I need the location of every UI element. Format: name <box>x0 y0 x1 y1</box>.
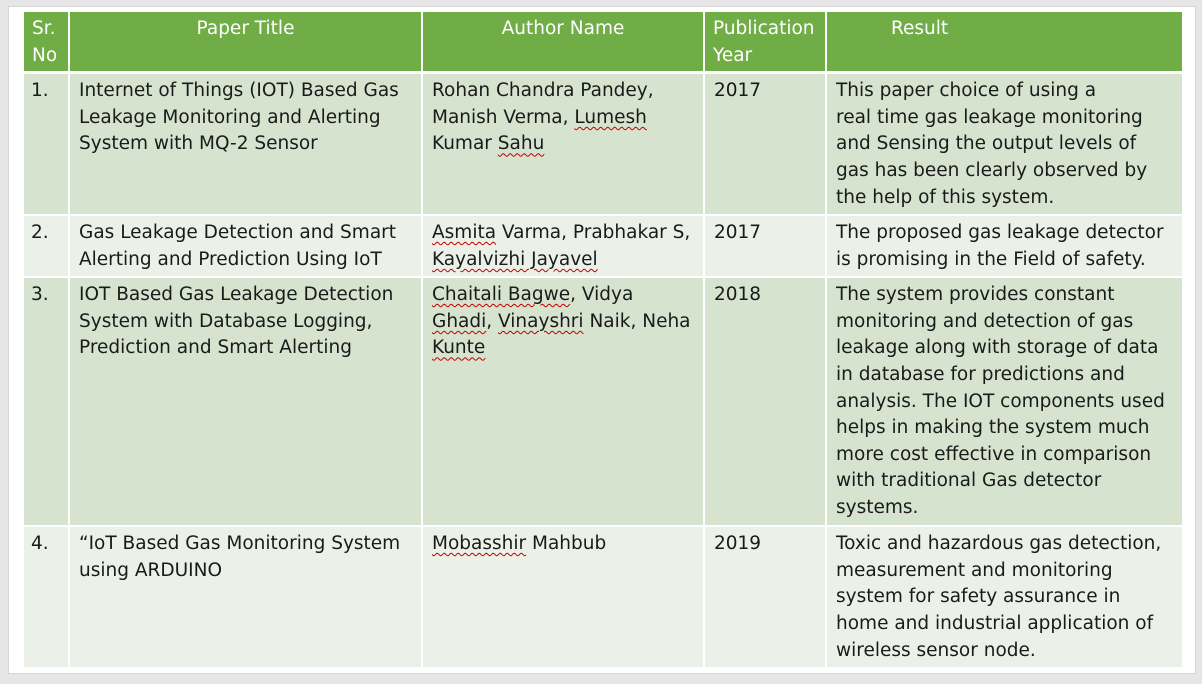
row-paper-title: Internet of Things (IOT) Based Gas Leaka… <box>70 74 423 217</box>
spellcheck-word: Kunte <box>432 337 486 359</box>
row-publication-year: 2017 <box>705 216 827 279</box>
result-line: This paper choice of using a <box>836 80 1097 102</box>
row-result: The system provides constant monitoring … <box>827 278 1182 528</box>
slide: Sr. No Paper Title Author Name Publicati… <box>8 6 1196 674</box>
row-paper-title: IOT Based Gas Leakage Detection System w… <box>70 278 423 528</box>
row-result: The proposed gas leakage detector is pro… <box>827 216 1182 279</box>
header-publication-year: Publication Year <box>705 12 827 75</box>
spellcheck-word: Vinayshri <box>498 310 584 332</box>
header-author-name: Author Name <box>423 12 705 75</box>
row-publication-year: 2019 <box>705 527 827 670</box>
author-text: Varma, Prabhakar S, <box>496 222 691 244</box>
row-srno: 4. <box>24 527 70 670</box>
row-author-name: Chaitali Bagwe, Vidya Ghadi, Vinayshri N… <box>423 278 705 528</box>
row-srno: 1. <box>24 74 70 217</box>
spellcheck-word: Sahu <box>497 133 545 155</box>
table-row: 2. Gas Leakage Detection and Smart Alert… <box>24 216 1182 279</box>
author-text: , <box>486 310 499 332</box>
spellcheck-word: Chaitali Bagwe <box>432 284 571 306</box>
author-text: Rohan Chandra Pandey, Manish Verma, <box>432 80 654 128</box>
author-text: Kumar <box>432 133 498 155</box>
row-paper-title: “IoT Based Gas Monitoring System using A… <box>70 527 423 670</box>
row-result: This paper choice of using a real time ga… <box>827 74 1182 217</box>
spellcheck-word: Asmita <box>432 222 497 244</box>
row-srno: 3. <box>24 278 70 528</box>
result-line: the help of this system. <box>836 186 1055 208</box>
row-srno: 2. <box>24 216 70 279</box>
row-author-name: Mobasshir Mahbub <box>423 527 705 670</box>
author-text: Naik, Neha <box>583 310 691 332</box>
spellcheck-word: Lumesh <box>574 106 647 128</box>
author-text: , Vidya <box>570 284 634 306</box>
result-line: real time gas leakage monitoring and Sen… <box>836 106 1148 181</box>
header-srno: Sr. No <box>24 12 70 75</box>
spellcheck-word: Ghadi <box>432 310 487 332</box>
header-row: Sr. No Paper Title Author Name Publicati… <box>24 12 1182 75</box>
spellcheck-word: Kayalvizhi Jayavel <box>432 248 598 270</box>
table-row: 4. “IoT Based Gas Monitoring System usin… <box>24 527 1182 670</box>
header-paper-title: Paper Title <box>70 12 423 75</box>
spellcheck-word: Mobasshir <box>432 533 527 555</box>
row-publication-year: 2018 <box>705 278 827 528</box>
header-result: Result <box>827 12 1182 75</box>
row-result: Toxic and hazardous gas detection, measu… <box>827 527 1182 670</box>
row-publication-year: 2017 <box>705 74 827 217</box>
author-text: Mahbub <box>526 533 607 555</box>
row-author-name: Asmita Varma, Prabhakar S, Kayalvizhi Ja… <box>423 216 705 279</box>
table-row: 1. Internet of Things (IOT) Based Gas Le… <box>24 74 1182 217</box>
row-author-name: Rohan Chandra Pandey, Manish Verma, Lume… <box>423 74 705 217</box>
row-paper-title: Gas Leakage Detection and Smart Alerting… <box>70 216 423 279</box>
table-row: 3. IOT Based Gas Leakage Detection Syste… <box>24 278 1182 528</box>
literature-survey-table: Sr. No Paper Title Author Name Publicati… <box>24 12 1182 670</box>
